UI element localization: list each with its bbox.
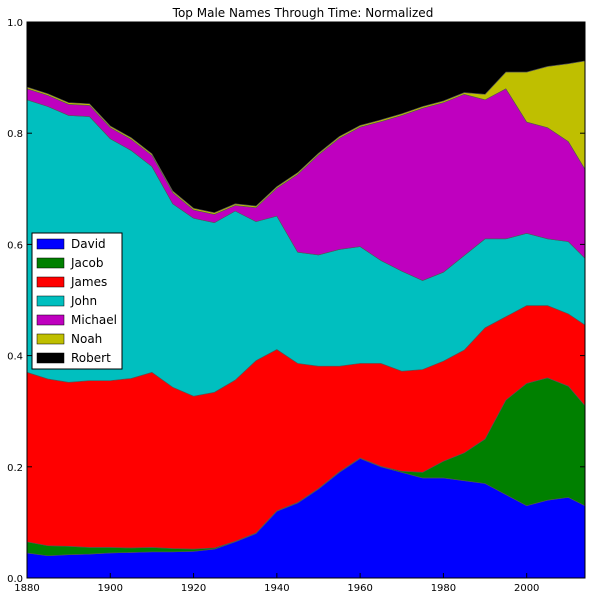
legend-label-noah: Noah — [71, 332, 102, 346]
y-tick-label: 0.6 — [7, 240, 23, 251]
x-tick-label: 1920 — [181, 583, 206, 594]
plot-frame — [26, 21, 586, 579]
legend-swatch-michael — [36, 314, 65, 326]
legend-label-michael: Michael — [71, 313, 117, 327]
x-tick-label: 1900 — [98, 583, 123, 594]
x-tick-label: 1960 — [347, 583, 372, 594]
legend-label-john: John — [70, 294, 97, 308]
legend-swatch-noah — [36, 333, 65, 345]
legend-swatch-james — [36, 276, 65, 288]
y-tick-label: 1.0 — [7, 18, 23, 29]
chart-title: Top Male Names Through Time: Normalized — [172, 6, 434, 20]
x-tick-label: 1940 — [264, 583, 289, 594]
legend-swatch-john — [36, 295, 65, 307]
legend-label-david: David — [71, 237, 106, 251]
legend-label-robert: Robert — [71, 351, 111, 365]
legend-swatch-robert — [36, 352, 65, 364]
x-tick-label: 1980 — [431, 583, 456, 594]
y-tick-label: 0.2 — [7, 463, 23, 474]
legend: David Jacob James John Michael Noah Robert — [31, 232, 123, 370]
y-tick-label: 0.0 — [7, 574, 23, 585]
axis-ticks: 1880 1900 1920 1940 1960 1980 2000 0.0 0.2 0.4 0.6… — [7, 18, 585, 594]
legend-label-james: James — [70, 275, 107, 289]
x-tick-label: 1880 — [14, 583, 39, 594]
y-tick-label: 0.8 — [7, 129, 23, 140]
legend-swatch-david — [36, 238, 65, 250]
x-tick-label: 2000 — [514, 583, 539, 594]
legend-label-jacob: Jacob — [70, 256, 103, 270]
y-tick-label: 0.4 — [7, 352, 23, 363]
legend-swatch-jacob — [36, 257, 65, 269]
